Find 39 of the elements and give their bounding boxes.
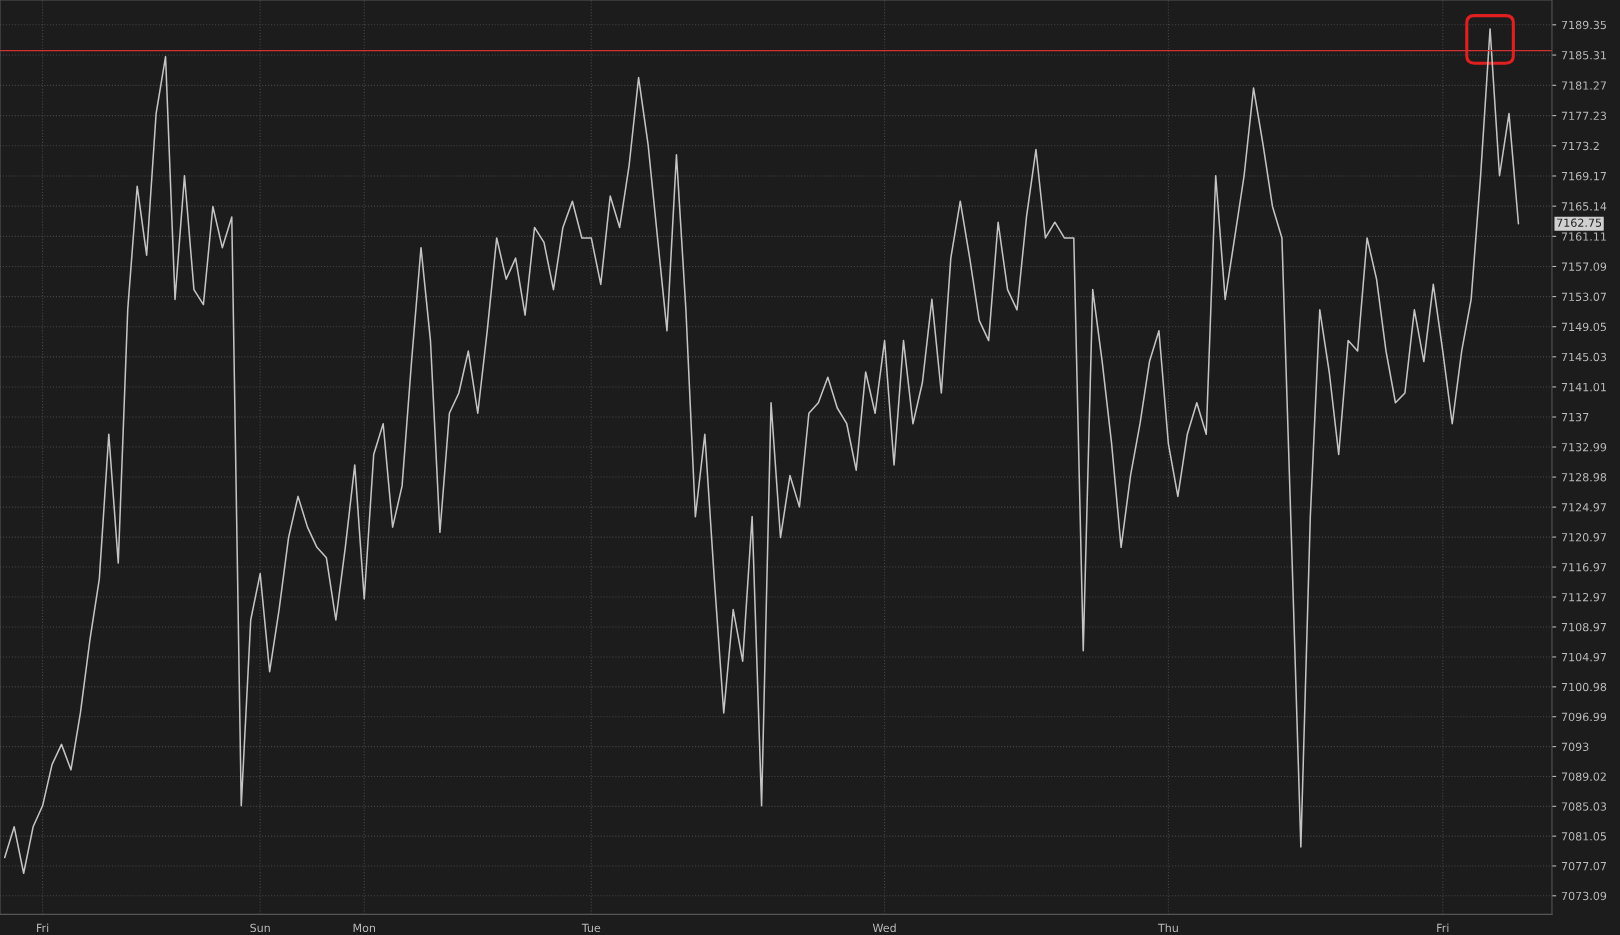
- y-tick-label: 7173.2: [1561, 141, 1599, 151]
- line-series: [3, 28, 1520, 874]
- x-tick-label: Fri: [37, 923, 49, 932]
- x-tick-label: Fri: [1437, 923, 1449, 932]
- y-tick-label: 7149.05: [1561, 322, 1606, 332]
- text: 7162.75: [1557, 218, 1602, 227]
- y-tick-label: 7108.97: [1561, 622, 1606, 632]
- y-tick-label: 7161.11: [1561, 232, 1606, 241]
- x-tick-label: Sun: [250, 923, 270, 933]
- y-tick-label: 7189.35: [1561, 20, 1606, 30]
- y-tick-label: 7169.17: [1561, 171, 1606, 181]
- y-tick-label: 7081.05: [1561, 832, 1606, 841]
- y-tick-label: 7104.97: [1561, 652, 1606, 662]
- y-tick-label: 7128.98: [1561, 473, 1607, 482]
- y-tick-label: 7185.31: [1561, 51, 1606, 60]
- y-tick-label: 7165.14: [1561, 202, 1607, 211]
- y-tick-label: 7120.97: [1561, 533, 1606, 542]
- y-tick-label: 7085.03: [1561, 802, 1607, 811]
- y-tick-label: 7100.98: [1561, 682, 1607, 692]
- y-tick-label: 7132.99: [1561, 443, 1607, 452]
- y-tick-label: 7137: [1561, 412, 1589, 422]
- y-tick-label: 7181.27: [1561, 81, 1606, 90]
- x-tick-label: Tue: [581, 923, 601, 933]
- x-tick-label: Mon: [353, 923, 376, 933]
- y-tick-label: 7093: [1561, 742, 1589, 751]
- y-tick-label: 7145.03: [1561, 352, 1607, 362]
- y-tick-label: 7116.97: [1561, 563, 1606, 572]
- y-tick-label: 7089.02: [1561, 772, 1606, 781]
- y-tick-label: 7157.09: [1561, 262, 1607, 271]
- x-tick-label: Wed: [872, 923, 896, 933]
- y-tick-label: 7177.23: [1561, 111, 1607, 120]
- y-tick-label: 7141.01: [1561, 382, 1606, 392]
- x-tick-label: Thu: [1157, 923, 1178, 933]
- y-tick-label: 7112.97: [1561, 592, 1606, 602]
- y-tick-label: 7073.09: [1561, 891, 1607, 901]
- y-tick-label: 7153.07: [1561, 292, 1606, 301]
- y-tick-label: 7096.99: [1561, 712, 1607, 722]
- y-tick-label: 7124.97: [1561, 503, 1606, 512]
- y-tick-label: 7077.07: [1561, 861, 1606, 871]
